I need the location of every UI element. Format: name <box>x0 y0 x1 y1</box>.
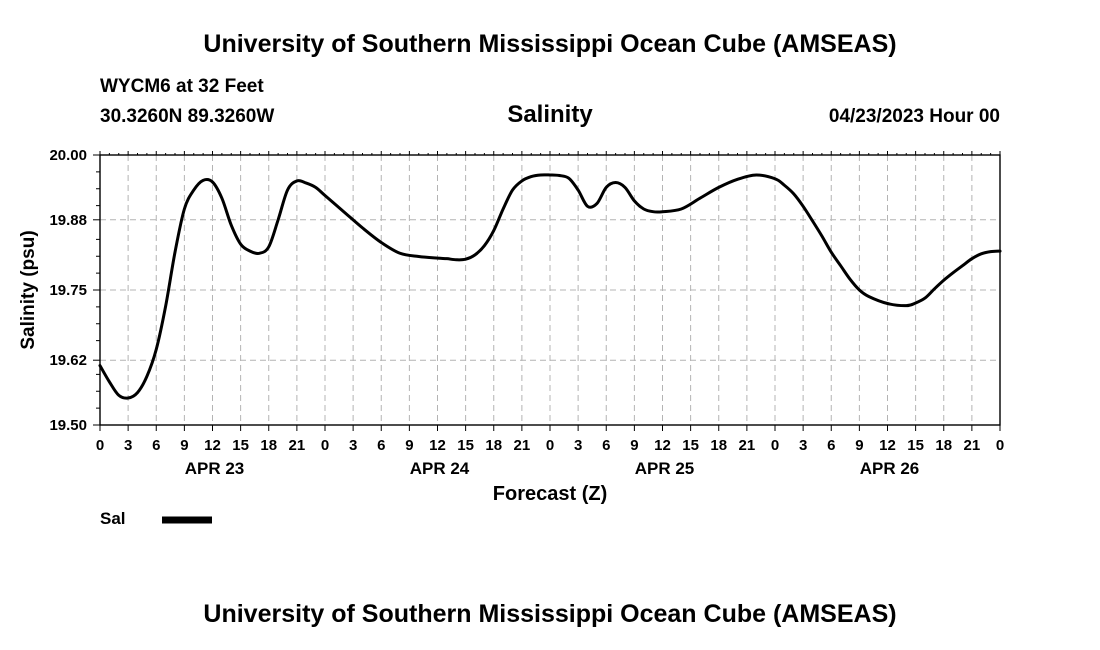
x-tick-label: 3 <box>799 437 807 454</box>
x-day-label: APR 23 <box>185 459 245 478</box>
x-day-label: APR 26 <box>860 459 920 478</box>
coordinates-label: 30.3260N 89.3260W <box>100 106 275 127</box>
x-tick-label: 12 <box>879 437 896 454</box>
x-tick-label: 18 <box>935 437 952 454</box>
y-tick-label: 19.75 <box>49 282 87 299</box>
x-tick-label: 6 <box>152 437 160 454</box>
x-tick-label: 12 <box>204 437 221 454</box>
page-title: University of Southern Mississippi Ocean… <box>203 30 897 58</box>
x-tick-label: 6 <box>827 437 835 454</box>
x-tick-label: 6 <box>377 437 385 454</box>
salinity-series-line <box>98 173 1002 400</box>
x-tick-label: 15 <box>682 437 699 454</box>
x-tick-label: 0 <box>771 437 779 454</box>
x-tick-label: 9 <box>180 437 188 454</box>
x-tick-label: 12 <box>654 437 671 454</box>
x-tick-label: 9 <box>630 437 638 454</box>
x-tick-label: 9 <box>405 437 413 454</box>
y-tick-label: 20.00 <box>49 147 87 164</box>
footer-title: University of Southern Mississippi Ocean… <box>203 600 897 628</box>
grid-lines <box>100 155 1000 425</box>
x-tick-label: 3 <box>124 437 132 454</box>
y-tick-label: 19.50 <box>49 417 87 434</box>
x-tick-label: 0 <box>321 437 329 454</box>
x-tick-label: 3 <box>574 437 582 454</box>
x-tick-label: 3 <box>349 437 357 454</box>
y-tick-label: 19.62 <box>49 352 87 369</box>
x-tick-label: 0 <box>546 437 554 454</box>
x-tick-label: 18 <box>710 437 727 454</box>
x-tick-label: 18 <box>260 437 277 454</box>
x-tick-label: 18 <box>485 437 502 454</box>
forecast-datetime: 04/23/2023 Hour 00 <box>828 106 1000 127</box>
x-tick-label: 6 <box>602 437 610 454</box>
legend-label: Sal <box>100 509 126 528</box>
x-tick-label: 12 <box>429 437 446 454</box>
chart-title: Salinity <box>507 101 593 128</box>
x-tick-label: 0 <box>996 437 1004 454</box>
x-tick-label: 21 <box>514 437 531 454</box>
x-tick-label: 9 <box>855 437 863 454</box>
x-tick-label: 15 <box>457 437 474 454</box>
x-tick-label: 0 <box>96 437 104 454</box>
station-label: WYCM6 at 32 Feet <box>100 76 264 97</box>
x-tick-label: 21 <box>964 437 981 454</box>
legend: Sal <box>100 509 212 528</box>
x-axis-label: Forecast (Z) <box>493 483 607 505</box>
x-tick-label: 21 <box>739 437 756 454</box>
x-day-label: APR 24 <box>410 459 470 478</box>
y-tick-label: 19.88 <box>49 212 87 229</box>
x-tick-label: 15 <box>907 437 924 454</box>
x-day-label: APR 25 <box>635 459 695 478</box>
axes: 0 3 6 9 12 15 18 21 0 3 6 9 12 15 18 21 0 3 6 9 12 15 18 21 0 3 6 9… <box>49 147 1004 478</box>
x-tick-label: 21 <box>289 437 306 454</box>
x-tick-label: 15 <box>232 437 249 454</box>
y-axis-label: Salinity (psu) <box>18 230 39 349</box>
